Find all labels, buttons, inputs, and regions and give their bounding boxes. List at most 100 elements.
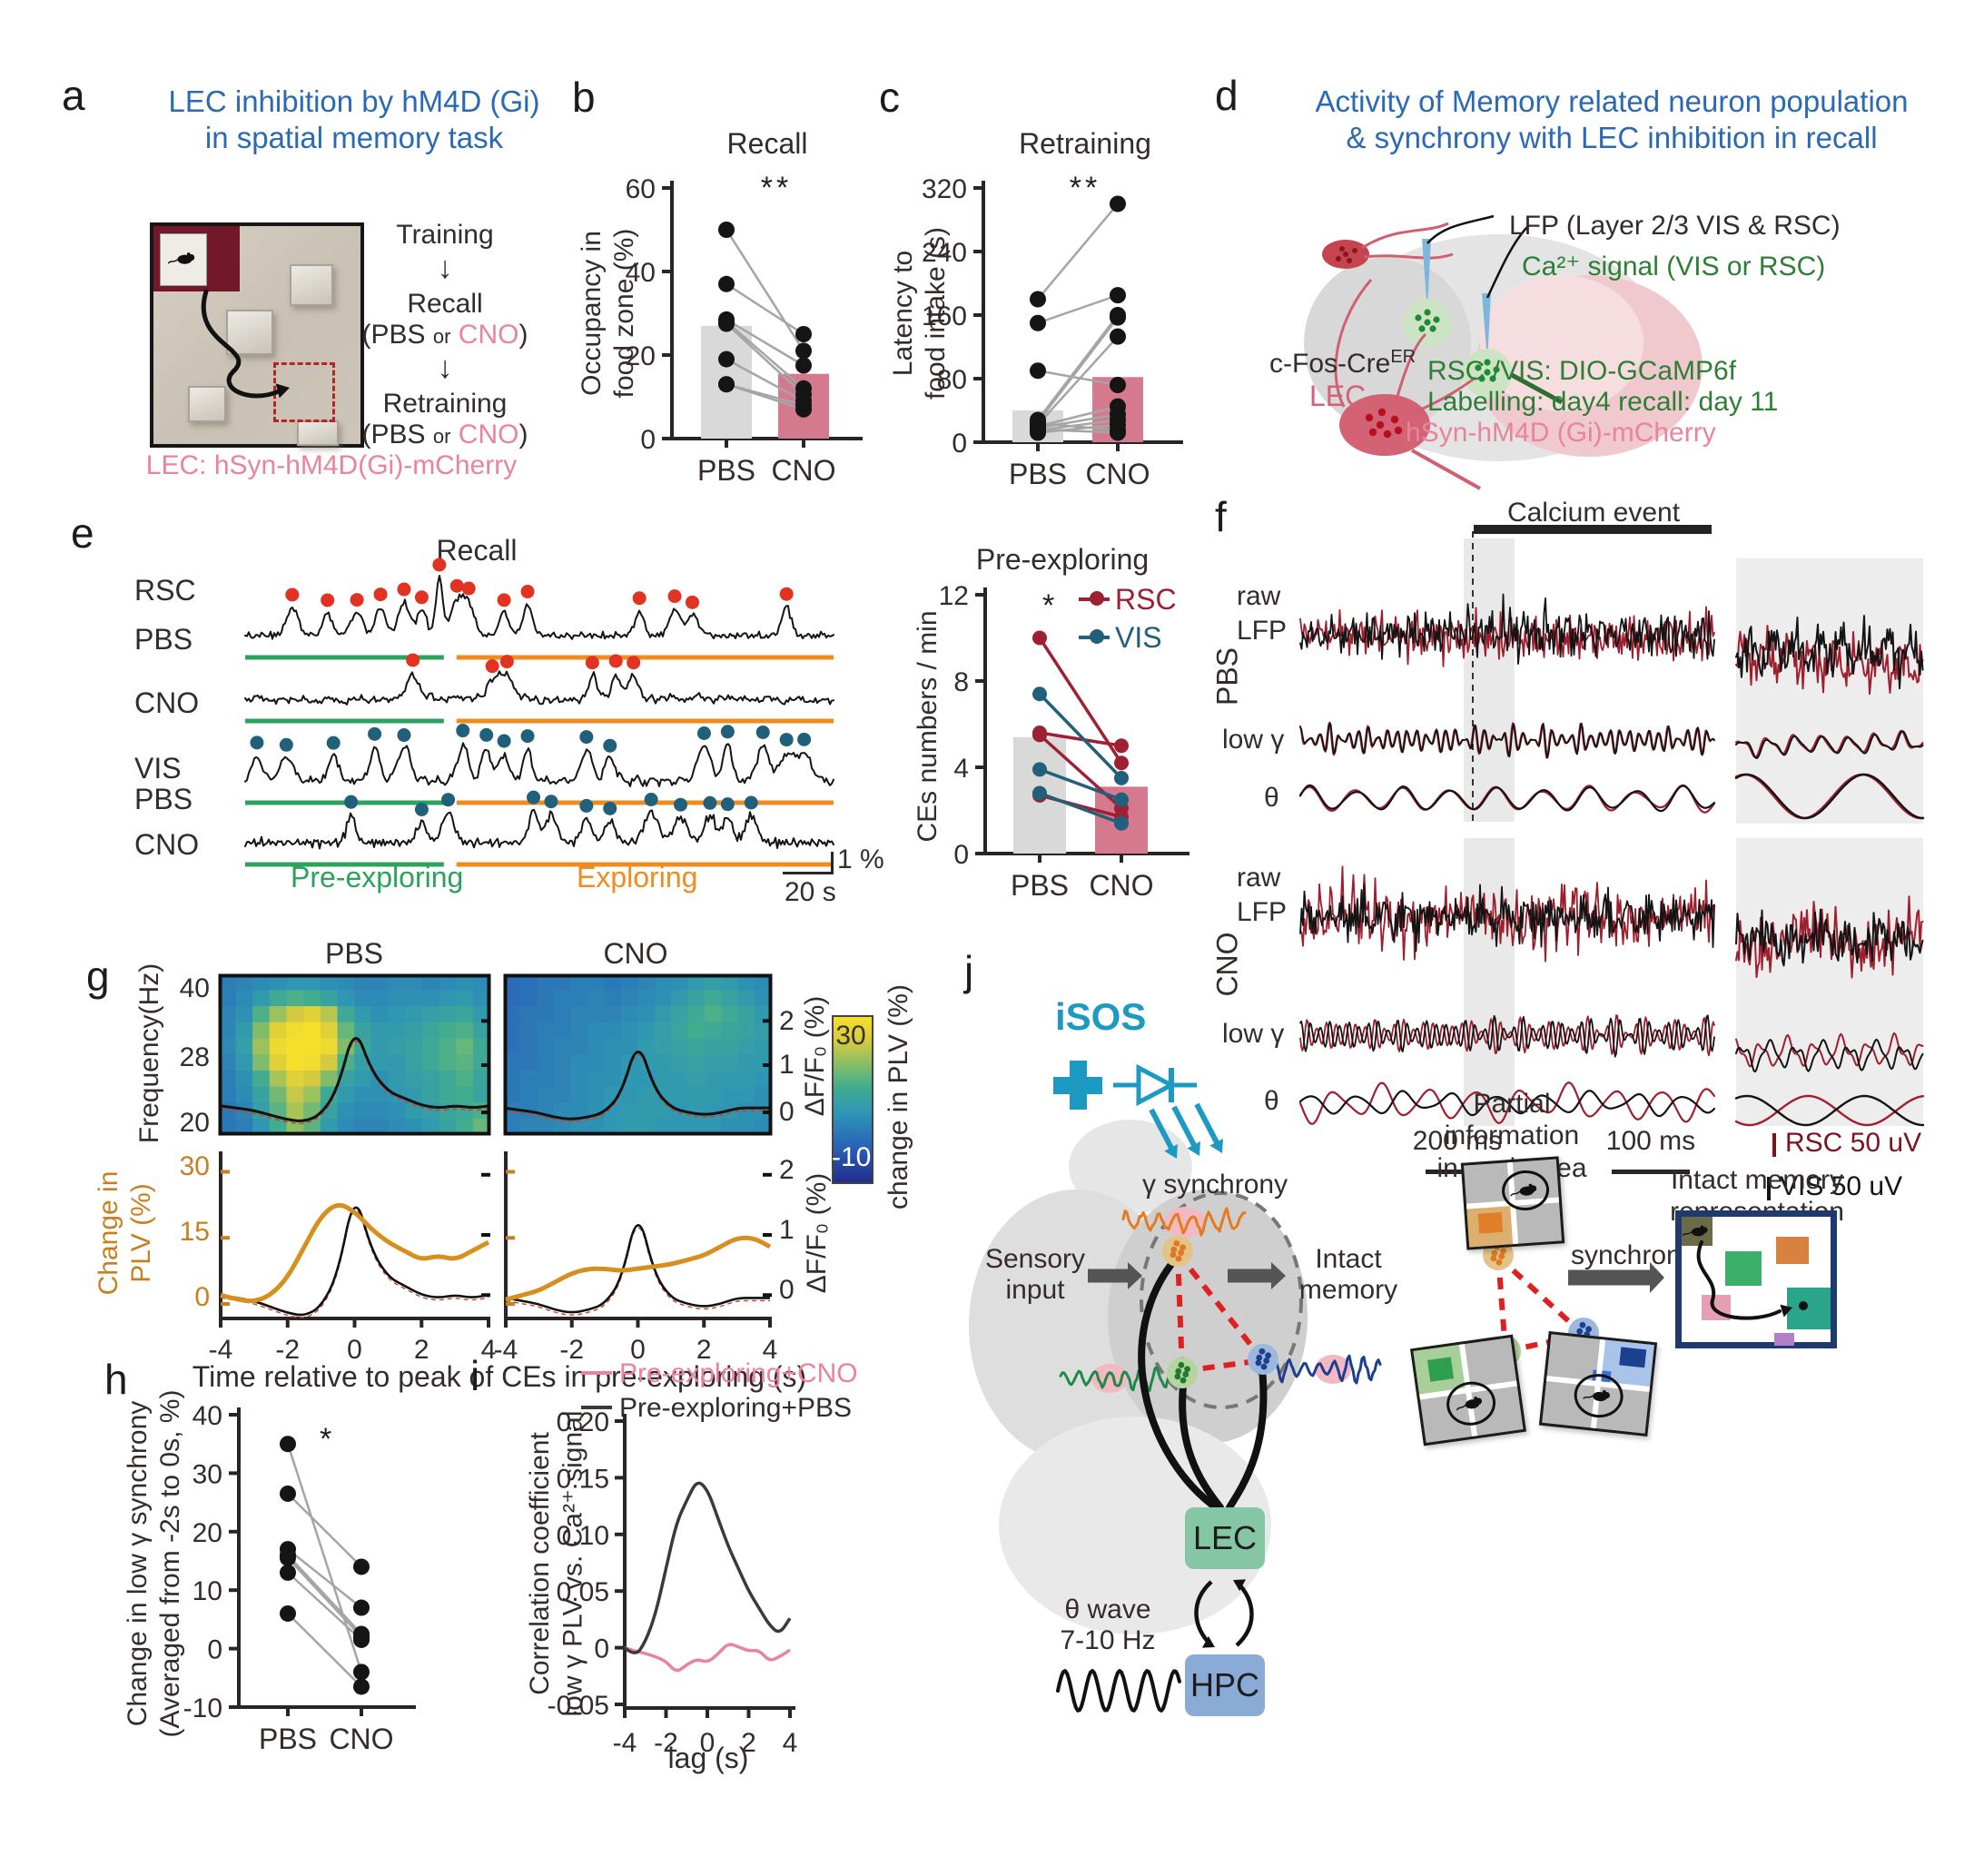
memory-square-purple xyxy=(1774,1333,1794,1346)
panel-h-label: h xyxy=(104,1356,128,1403)
svg-text:0: 0 xyxy=(640,425,656,455)
puzzle-mouse-circle xyxy=(1444,1378,1499,1429)
dff-low-tick-0: 0 xyxy=(779,1275,795,1305)
puzzle-blue-square xyxy=(1619,1347,1647,1368)
row-label-pbs: PBS xyxy=(134,623,193,656)
svg-text:20: 20 xyxy=(626,341,656,371)
panel-h-significance: * xyxy=(320,1422,336,1456)
svg-text:-2: -2 xyxy=(559,1335,584,1365)
panel-i-ylabel-2: low γ PLV vs. Ca²⁺ signal xyxy=(558,1410,588,1717)
svg-text:2: 2 xyxy=(696,1335,712,1365)
lfp-label: LFP (Layer 2/3 VIS & RSC) xyxy=(1509,211,1841,241)
ces-chart: 0 4 8 12 PBS CNO xyxy=(939,581,1189,902)
row-raw: raw xyxy=(1237,581,1281,611)
panel-f-label: f xyxy=(1215,493,1227,540)
time-scalebar xyxy=(783,872,834,874)
lec-label: LEC xyxy=(1309,380,1367,412)
plv-ylabel-1: Change in xyxy=(94,1170,123,1296)
panel-e-title: Recall xyxy=(436,534,518,567)
panel-b-ylabel-2: food zone (%) xyxy=(609,228,639,399)
close-token: ) xyxy=(518,420,528,449)
dff-tick-1: 1 xyxy=(779,1050,795,1080)
puzzle-blue xyxy=(1538,1331,1658,1437)
gamma-synchrony-label: γ synchrony xyxy=(1142,1170,1288,1200)
ca-signal-label: Ca²⁺ signal (VIS or RSC) xyxy=(1522,252,1826,281)
panel-b-label: b xyxy=(572,74,596,121)
panel-a-label: a xyxy=(62,72,85,119)
calcium-event-title: Calcium event xyxy=(1506,498,1681,528)
group-label-cno: CNO xyxy=(1210,932,1244,997)
cfos-text: c-Fos-Cre xyxy=(1269,349,1391,379)
hpc-box: HPC xyxy=(1185,1654,1265,1716)
svg-text:PBS: PBS xyxy=(697,454,755,487)
flow-recall: Recall xyxy=(407,289,483,319)
panel-i-chart: 0.200.150.100.050-0.05-4 -2 0 2 4 xyxy=(548,1407,798,1758)
row-label-vis: VIS xyxy=(134,752,182,785)
dff-low-tick-1: 1 xyxy=(779,1215,795,1245)
panel-i-ylabel-1: Correlation coefficient xyxy=(525,1432,555,1695)
svg-text:160: 160 xyxy=(922,301,967,331)
panel-c-title: Retraining xyxy=(1019,127,1151,160)
group-label-pbs: PBS xyxy=(1210,647,1244,706)
freq-tick-20: 20 xyxy=(179,1108,210,1138)
svg-text:20: 20 xyxy=(192,1518,222,1548)
theta-line1: θ wave xyxy=(1064,1595,1151,1624)
colorbar-label: change in PLV (%) xyxy=(883,984,913,1210)
svg-text:-4: -4 xyxy=(613,1728,637,1758)
cno-token: CNO xyxy=(458,320,519,350)
row-label-pbs2: PBS xyxy=(134,783,193,815)
plv-line-cno: -4 -2 0 2 4 xyxy=(494,1151,777,1365)
memory-start-zone xyxy=(1682,1217,1713,1246)
svg-text:0.15: 0.15 xyxy=(557,1464,609,1494)
svg-text:0: 0 xyxy=(207,1635,222,1665)
row-lowgamma-cno: low γ xyxy=(1222,1019,1285,1049)
cfos-label: c-Fos-CreER xyxy=(1269,347,1416,380)
scalebar-200ms xyxy=(1426,1170,1489,1174)
plv-tick-15: 15 xyxy=(179,1217,210,1247)
legend-cno-line xyxy=(581,1371,612,1375)
svg-text:-4: -4 xyxy=(209,1335,233,1365)
legend-pbs-line xyxy=(581,1406,612,1409)
panel-a-title-line1: LEC inhibition by hM4D (Gi) xyxy=(168,84,540,118)
svg-text:-2: -2 xyxy=(654,1728,678,1758)
panel-d-title: Activity of Memory related neuron popula… xyxy=(1262,84,1961,157)
freq-tick-40: 40 xyxy=(179,973,210,1003)
svg-text:-2: -2 xyxy=(275,1335,300,1365)
svg-text:60: 60 xyxy=(626,174,656,204)
svg-text:0: 0 xyxy=(630,1335,646,1365)
svg-text:2: 2 xyxy=(414,1335,429,1365)
scale-100ms: 100 ms xyxy=(1605,1126,1696,1156)
svg-text:0: 0 xyxy=(953,840,969,870)
pre-exploring-significance: * xyxy=(1042,588,1059,623)
panel-e-label: e xyxy=(71,509,94,557)
rep-line1: Intact memory xyxy=(1670,1165,1844,1195)
panel-c-significance: ** xyxy=(1069,171,1101,205)
arrow-down-icon: ↓ xyxy=(437,351,453,385)
row-lowgamma: low γ xyxy=(1222,725,1285,755)
theta-line2: 7-10 Hz xyxy=(1060,1625,1156,1655)
calcium-event-bar xyxy=(1474,525,1712,534)
pre-exploring-label: Pre-exploring xyxy=(291,861,464,894)
panel-a-title-line2: in spatial memory task xyxy=(204,121,504,155)
svg-text:40: 40 xyxy=(192,1401,222,1431)
cfos-sup: ER xyxy=(1390,347,1416,367)
sensory-line1: Sensory xyxy=(984,1244,1086,1274)
calcium-traces xyxy=(244,558,834,867)
legend-vis-label: VIS xyxy=(1115,621,1162,654)
brain-diagram xyxy=(1304,214,1703,490)
puzzle-green xyxy=(1410,1334,1526,1446)
legend-rsc-scale: RSC 50 uV xyxy=(1785,1128,1922,1158)
panel-b-chart: 0 20 40 60 PBS CNO xyxy=(626,174,863,487)
sensory-line2: input xyxy=(1005,1275,1065,1305)
plv-line-pbs: -4 -2 0 2 4 xyxy=(209,1151,496,1365)
svg-text:8: 8 xyxy=(953,667,969,697)
exploring-label: Exploring xyxy=(577,861,698,894)
vis-scale-tick xyxy=(1767,1177,1771,1200)
memory-square-teal xyxy=(1787,1288,1831,1329)
flow-training: Training xyxy=(396,220,494,250)
dff-low-tick-2: 2 xyxy=(779,1155,795,1185)
dff-tick-0: 0 xyxy=(779,1097,795,1127)
pbs-token: (PBS xyxy=(361,420,426,449)
panel-d-title-line1: Activity of Memory related neuron popula… xyxy=(1315,84,1909,118)
intact-line1: Intact xyxy=(1315,1244,1382,1274)
